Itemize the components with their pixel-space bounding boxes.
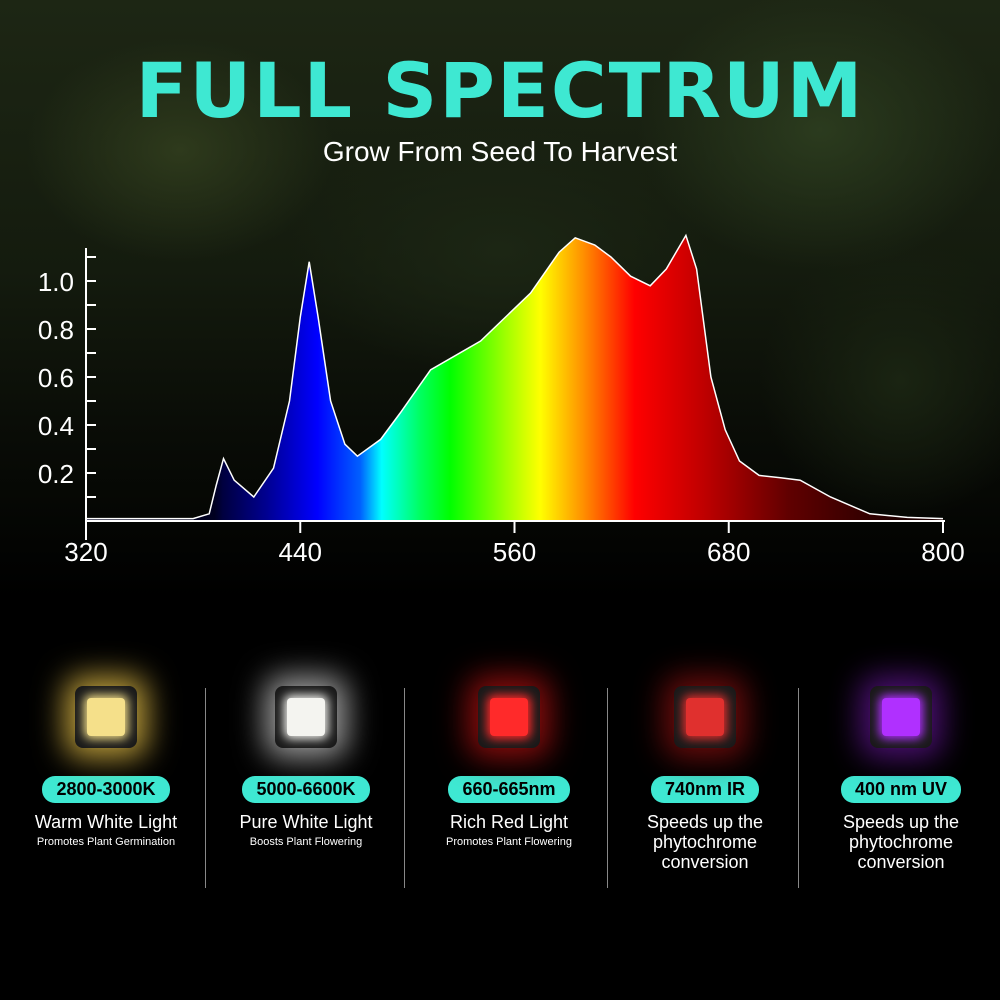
x-tick-label: 680 — [707, 537, 750, 567]
led-card: 400 nm UV Speeds up the phytochrome conv… — [806, 680, 996, 890]
led-chip-icon — [674, 686, 736, 748]
column-divider — [798, 688, 799, 888]
led-card: 660-665nm Rich Red Light Promotes Plant … — [414, 680, 604, 890]
led-description: Promotes Plant Flowering — [446, 836, 572, 848]
y-tick-label: 0.6 — [38, 363, 74, 393]
led-badge: 2800-3000K — [42, 776, 170, 803]
led-chip-icon — [75, 686, 137, 748]
y-tick-label: 1.0 — [38, 267, 74, 297]
column-divider — [607, 688, 608, 888]
y-tick-label: 0.4 — [38, 411, 74, 441]
led-badge: 660-665nm — [448, 776, 570, 803]
spectrum-line — [86, 233, 944, 520]
led-description: Boosts Plant Flowering — [249, 836, 363, 848]
led-badge: 5000-6600K — [242, 776, 370, 803]
led-chip-icon — [870, 686, 932, 748]
y-tick-label: 0.2 — [38, 459, 74, 489]
spectrum-area — [86, 235, 943, 521]
column-divider — [205, 688, 206, 888]
page-subtitle: Grow From Seed To Harvest — [322, 136, 678, 167]
led-card: 5000-6600K Pure White Light Boosts Plant… — [211, 680, 401, 890]
column-divider — [404, 688, 405, 888]
led-badge: 740nm IR — [650, 776, 760, 803]
spectrum-chart: 0.2 0.4 0.6 0.8 1.0 320 440 560 680 800 — [38, 233, 965, 567]
led-card: 2800-3000K Warm White Light Promotes Pla… — [11, 680, 201, 890]
led-chip-icon — [275, 686, 337, 748]
x-tick-label: 800 — [921, 537, 964, 567]
x-tick-label: 560 — [493, 537, 536, 567]
led-title: Warm White Light — [34, 812, 178, 832]
led-badge: 400 nm UV — [840, 776, 962, 803]
x-tick-label: 320 — [64, 537, 107, 567]
led-card: 740nm IR Speeds up the phytochrome conve… — [610, 680, 800, 890]
y-tick-label: 0.8 — [38, 315, 74, 345]
led-chip-icon — [478, 686, 540, 748]
led-title: Pure White Light — [239, 812, 373, 832]
x-tick-label: 440 — [279, 537, 322, 567]
led-title: Rich Red Light — [449, 812, 569, 832]
led-description: Promotes Plant Germination — [36, 836, 176, 848]
page-title: FULL SPECTRUM — [135, 46, 865, 135]
led-title: Speeds up the phytochrome conversion — [646, 812, 764, 872]
led-title: Speeds up the phytochrome conversion — [842, 812, 960, 872]
